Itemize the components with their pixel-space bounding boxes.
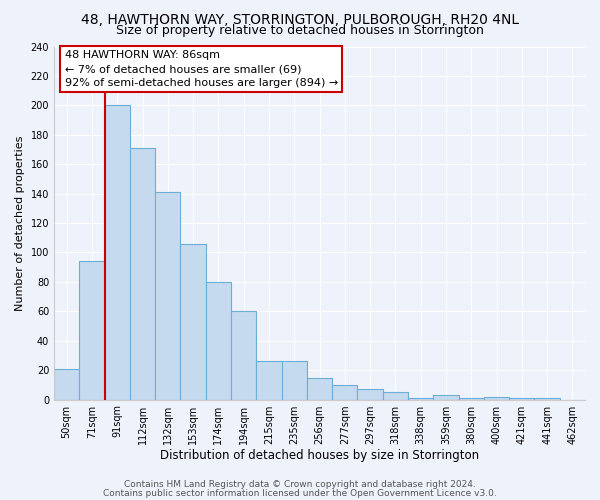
Bar <box>535 398 560 400</box>
Bar <box>509 398 535 400</box>
Bar <box>181 244 206 400</box>
Text: 48 HAWTHORN WAY: 86sqm
← 7% of detached houses are smaller (69)
92% of semi-deta: 48 HAWTHORN WAY: 86sqm ← 7% of detached … <box>65 50 338 88</box>
Bar <box>155 192 181 400</box>
Bar <box>458 398 484 400</box>
Bar <box>408 398 433 400</box>
Bar <box>256 362 281 400</box>
Bar <box>433 395 458 400</box>
Text: 48, HAWTHORN WAY, STORRINGTON, PULBOROUGH, RH20 4NL: 48, HAWTHORN WAY, STORRINGTON, PULBOROUG… <box>81 12 519 26</box>
Bar <box>206 282 231 400</box>
Text: Contains public sector information licensed under the Open Government Licence v3: Contains public sector information licen… <box>103 488 497 498</box>
Bar <box>358 390 383 400</box>
Bar <box>231 312 256 400</box>
Bar <box>484 396 509 400</box>
Bar <box>54 368 79 400</box>
Bar <box>104 106 130 400</box>
Y-axis label: Number of detached properties: Number of detached properties <box>15 136 25 310</box>
Bar <box>130 148 155 400</box>
Text: Size of property relative to detached houses in Storrington: Size of property relative to detached ho… <box>116 24 484 37</box>
Bar <box>307 378 332 400</box>
Bar <box>332 385 358 400</box>
Bar <box>281 362 307 400</box>
X-axis label: Distribution of detached houses by size in Storrington: Distribution of detached houses by size … <box>160 450 479 462</box>
Bar <box>383 392 408 400</box>
Bar <box>79 262 104 400</box>
Text: Contains HM Land Registry data © Crown copyright and database right 2024.: Contains HM Land Registry data © Crown c… <box>124 480 476 489</box>
